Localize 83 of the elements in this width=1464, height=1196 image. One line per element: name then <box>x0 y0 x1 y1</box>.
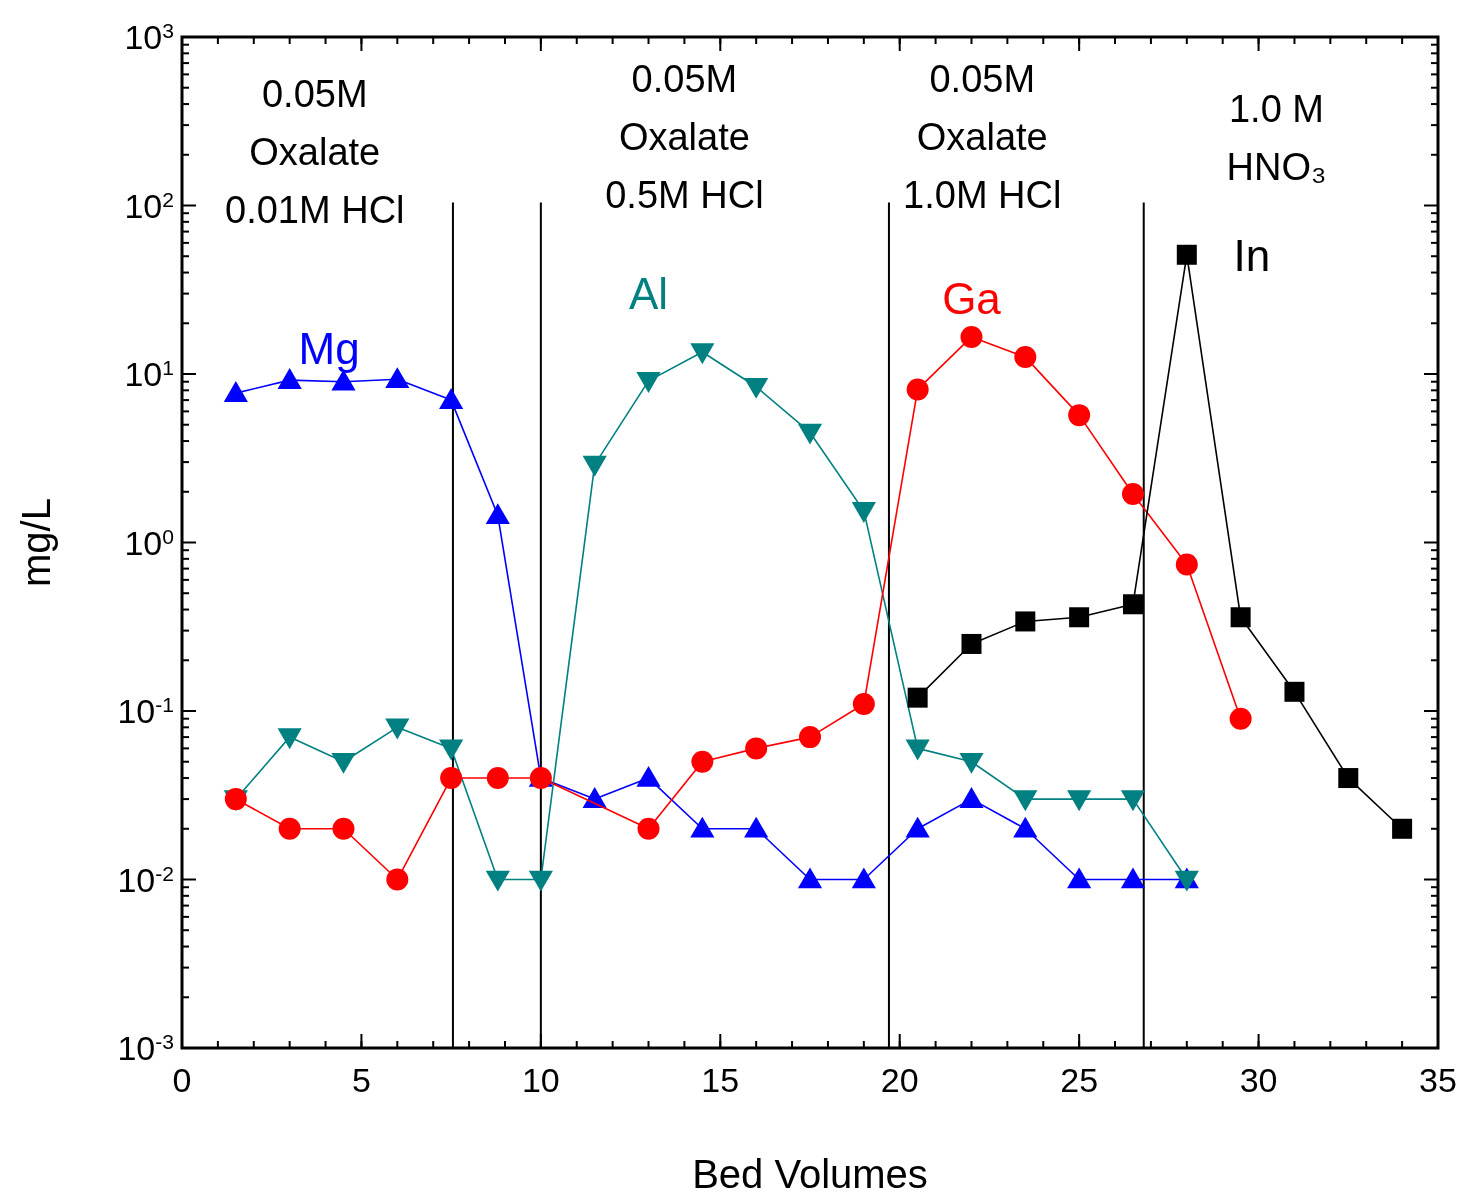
point <box>332 817 355 840</box>
point <box>385 367 410 389</box>
y-tick-label: 10$^{1}$ <box>124 355 174 393</box>
x-tick-label: 0 <box>172 1061 192 1099</box>
point <box>799 726 821 749</box>
point <box>744 377 769 399</box>
y-tick-label: 10$^{3}$ <box>124 18 174 56</box>
x-tick-label: 5 <box>351 1061 371 1099</box>
point <box>1284 681 1305 702</box>
point <box>744 816 769 838</box>
point <box>637 817 660 840</box>
x-tick-label: 15 <box>701 1061 740 1099</box>
point <box>906 378 929 401</box>
point <box>905 739 930 761</box>
point <box>851 502 876 523</box>
point <box>961 633 982 654</box>
point <box>960 325 983 348</box>
series-label: Mg <box>298 324 360 374</box>
y-tick-label: 10$^{-3}$ <box>117 1029 174 1067</box>
point <box>1175 553 1198 576</box>
point <box>636 372 661 393</box>
point <box>745 737 768 760</box>
point <box>440 767 463 790</box>
x-tick-label: 25 <box>1060 1061 1099 1099</box>
point <box>485 503 510 525</box>
point <box>485 870 510 892</box>
point <box>1121 483 1144 506</box>
point <box>1067 790 1092 812</box>
point <box>1068 404 1091 427</box>
point <box>1120 790 1146 812</box>
point <box>582 455 607 477</box>
point <box>1014 346 1037 369</box>
point <box>959 752 984 774</box>
x-tick-label: 30 <box>1239 1061 1278 1099</box>
x-tick-label: 10 <box>521 1061 560 1099</box>
point <box>1230 607 1251 628</box>
y-tick-label: 10$^{2}$ <box>124 186 174 225</box>
annotation: 0.05M Oxalate 0.5M HCl <box>605 58 764 216</box>
point <box>852 693 875 716</box>
y-axis-title: mg/L <box>14 498 58 587</box>
point <box>528 870 553 892</box>
point <box>1069 607 1090 628</box>
point <box>331 752 356 774</box>
point <box>486 767 509 790</box>
point <box>1067 867 1092 889</box>
y-tick-label: 10$^{-2}$ <box>117 860 174 899</box>
point <box>439 388 464 409</box>
point <box>1122 594 1143 615</box>
point <box>1015 611 1036 632</box>
point <box>797 867 823 889</box>
series-label: Al <box>628 268 669 318</box>
point <box>385 718 410 740</box>
point <box>1229 707 1252 730</box>
point <box>959 787 984 808</box>
point <box>277 368 302 389</box>
y-tick-label: 10$^{0}$ <box>124 523 174 562</box>
point <box>1120 867 1146 889</box>
point <box>1176 244 1197 265</box>
series-label: In <box>1233 231 1271 281</box>
point <box>905 816 930 838</box>
point <box>1338 768 1359 789</box>
point <box>1392 818 1413 839</box>
point <box>223 381 248 402</box>
point <box>797 423 823 445</box>
annotation: 0.05M Oxalate 0.01M HCl <box>225 73 405 231</box>
y-tick-label: 10$^{-1}$ <box>117 692 174 730</box>
x-axis-title: Bed Volumes <box>692 1152 928 1196</box>
x-tick-label: 35 <box>1419 1061 1457 1099</box>
point <box>386 868 409 891</box>
point <box>690 343 715 365</box>
x-tick-label: 20 <box>880 1061 919 1099</box>
point <box>439 739 464 761</box>
point <box>851 867 876 889</box>
point <box>690 816 715 838</box>
point <box>277 728 302 750</box>
annotation: 0.05M Oxalate 1.0M HCl <box>903 58 1062 216</box>
point <box>691 750 714 773</box>
series-label: Ga <box>942 273 1002 323</box>
annotation: 1.0 M HNO₃ <box>1226 88 1327 188</box>
point <box>907 687 928 708</box>
point <box>1013 790 1038 812</box>
point <box>278 817 301 840</box>
point <box>1013 816 1038 838</box>
